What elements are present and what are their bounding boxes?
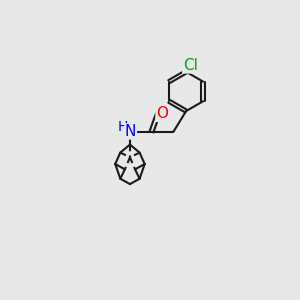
Text: Cl: Cl <box>183 58 198 73</box>
Text: O: O <box>156 106 168 121</box>
Text: H: H <box>118 120 128 134</box>
Text: N: N <box>125 124 136 139</box>
